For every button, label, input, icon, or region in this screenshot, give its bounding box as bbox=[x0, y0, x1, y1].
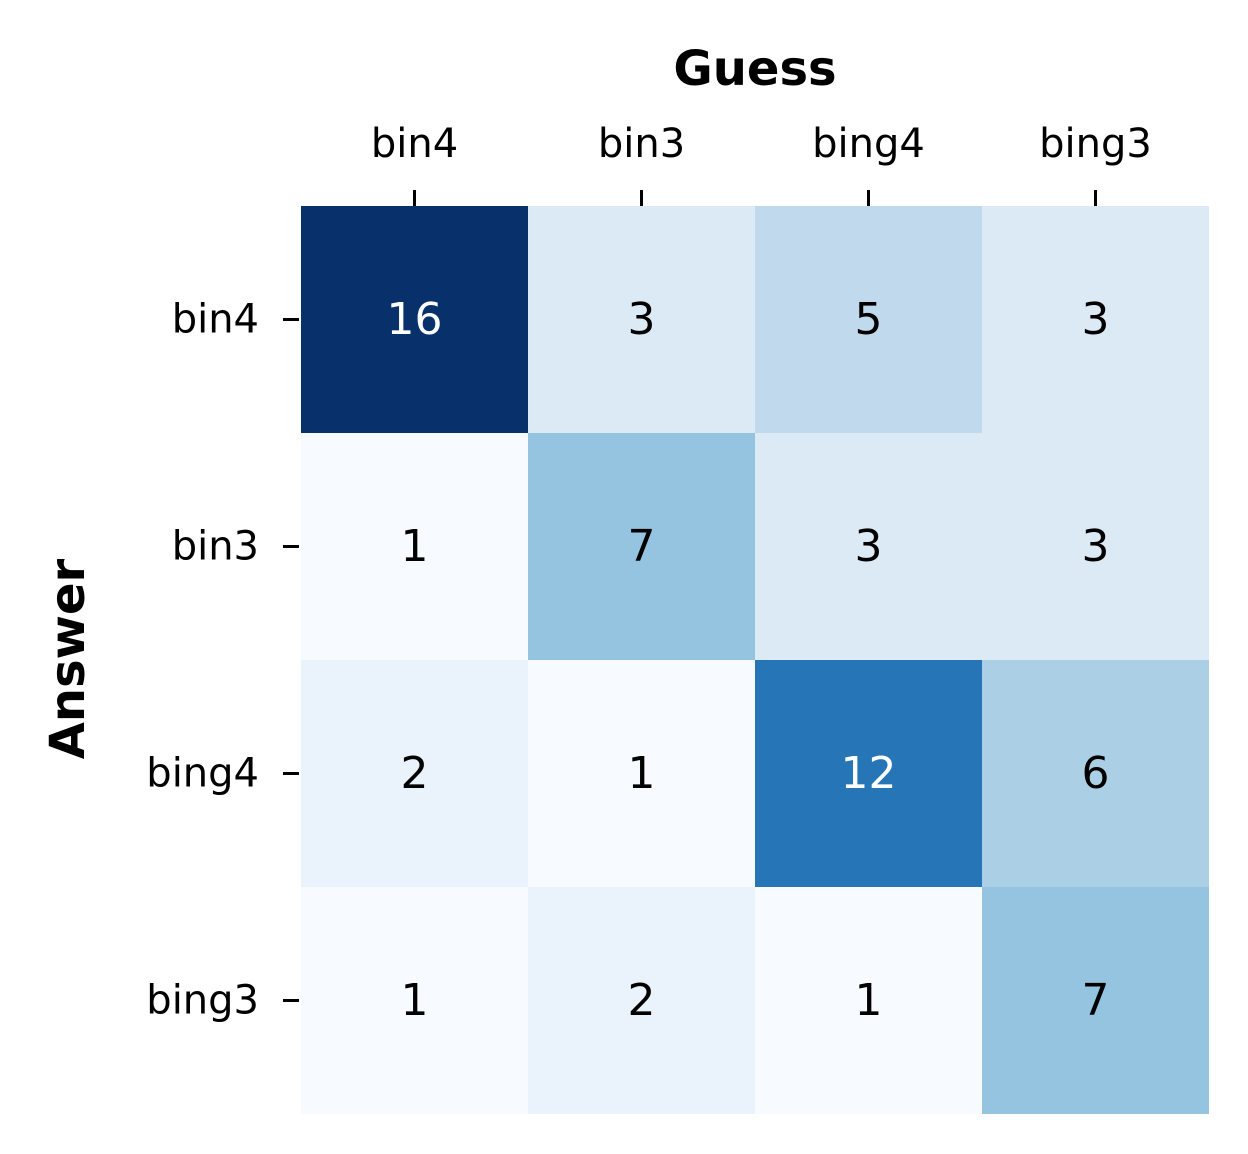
heatmap-cell bbox=[755, 660, 982, 887]
cell-value-label: 2 bbox=[401, 748, 429, 799]
cell-value-label: 3 bbox=[855, 521, 883, 572]
cell-value-label: 1 bbox=[628, 748, 656, 799]
y-tick-label: bing3 bbox=[146, 978, 259, 1024]
axis-ticks: bin4 bin3 bing4 bing3 bin4 bin3 bing4 bing3 bbox=[146, 121, 1152, 1024]
cell-value-label: 3 bbox=[628, 294, 656, 345]
heatmap-cell bbox=[301, 887, 528, 1114]
heatmap-cell bbox=[301, 206, 528, 433]
cell-value-label: 12 bbox=[841, 748, 897, 799]
heatmap-cell bbox=[755, 887, 982, 1114]
cell-value-label: 6 bbox=[1082, 748, 1110, 799]
y-tick-label: bin3 bbox=[172, 524, 259, 570]
cell-value-label: 2 bbox=[628, 975, 656, 1026]
heatmap-cell bbox=[982, 206, 1209, 433]
x-tick-label: bin4 bbox=[371, 121, 458, 167]
heatmap-cell bbox=[528, 206, 755, 433]
cell-value-label: 7 bbox=[1082, 975, 1110, 1026]
cell-value-label: 3 bbox=[1082, 521, 1110, 572]
heatmap-cell bbox=[528, 660, 755, 887]
heatmap-cell bbox=[755, 206, 982, 433]
y-axis-title: Answer bbox=[40, 558, 96, 759]
heatmap-cell bbox=[982, 433, 1209, 660]
x-tick-label: bing4 bbox=[812, 121, 925, 167]
cell-value-label: 1 bbox=[855, 975, 883, 1026]
heatmap-cell bbox=[528, 433, 755, 660]
y-tick-label: bin4 bbox=[172, 297, 259, 343]
cell-value-label: 1 bbox=[401, 975, 429, 1026]
heatmap-cells: 16 3 5 31 7 3 32 1 12 61 2 1 7 bbox=[301, 206, 1209, 1114]
heatmap-cell bbox=[982, 887, 1209, 1114]
heatmap-cell bbox=[301, 660, 528, 887]
heatmap-cell bbox=[755, 433, 982, 660]
cell-value-label: 5 bbox=[855, 294, 883, 345]
cell-value-label: 7 bbox=[628, 521, 656, 572]
cell-value-label: 1 bbox=[401, 521, 429, 572]
x-tick-label: bin3 bbox=[598, 121, 685, 167]
cell-value-label: 3 bbox=[1082, 294, 1110, 345]
heatmap-cell bbox=[982, 660, 1209, 887]
heatmap-cell bbox=[528, 887, 755, 1114]
y-tick-label: bing4 bbox=[146, 751, 259, 797]
heatmap-cell bbox=[301, 433, 528, 660]
x-axis-title: Guess bbox=[673, 41, 836, 97]
cell-value-label: 16 bbox=[387, 294, 443, 345]
x-tick-label: bing3 bbox=[1039, 121, 1152, 167]
